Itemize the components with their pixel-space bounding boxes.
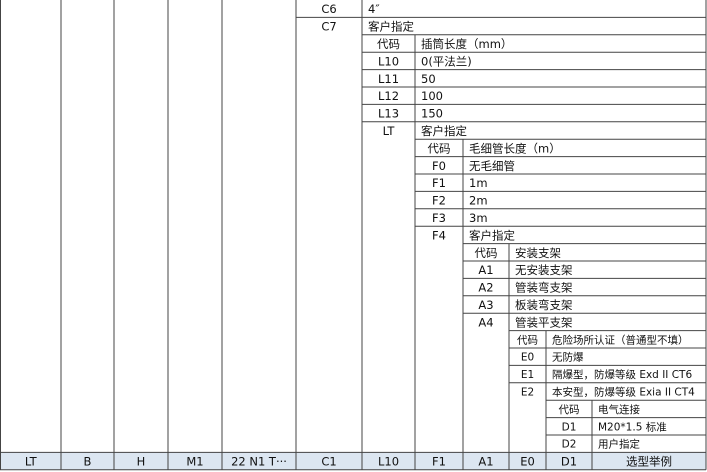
- footer-cell: A1: [478, 455, 493, 469]
- footer-bg: [0, 452, 706, 470]
- desc: 隔爆型，防爆等级 Exd II CT6: [552, 368, 692, 381]
- desc: 无毛细管: [469, 159, 515, 173]
- code: 代码: [559, 404, 580, 416]
- desc: 3m: [469, 211, 488, 225]
- footer-cell: 22 N1 T···: [231, 455, 287, 469]
- code: A2: [478, 281, 493, 295]
- code: F3: [432, 211, 446, 225]
- code: F2: [432, 194, 446, 208]
- code: 代码: [428, 141, 451, 155]
- code: C6: [321, 2, 336, 16]
- desc: 安装支架: [515, 246, 561, 260]
- code: 代码: [377, 37, 400, 51]
- desc: 电气连接: [598, 403, 640, 416]
- desc: 50: [421, 72, 436, 86]
- code: E1: [521, 369, 534, 381]
- footer-cell: M1: [186, 455, 203, 469]
- desc: 无防爆: [552, 351, 584, 364]
- code: 代码: [475, 246, 498, 260]
- desc: 管装平支架: [515, 315, 573, 329]
- code: F4: [432, 228, 446, 242]
- code: F0: [432, 159, 446, 173]
- footer-cell: D1: [561, 455, 577, 469]
- code: L11: [378, 72, 399, 86]
- desc: 毛细管长度（m）: [469, 141, 561, 155]
- footer-cell: LT: [25, 455, 38, 469]
- desc: 无安装支架: [515, 263, 573, 277]
- code: D1: [562, 421, 577, 433]
- code: F1: [432, 176, 446, 190]
- desc: 0(平法兰): [421, 54, 472, 68]
- desc: 客户指定: [421, 124, 467, 138]
- footer-cell: B: [84, 455, 92, 469]
- code: C7: [321, 20, 336, 34]
- desc: 用户指定: [598, 438, 640, 451]
- code: L10: [378, 54, 399, 68]
- code: 代码: [517, 334, 538, 346]
- desc: 板装弯支架: [515, 298, 573, 312]
- code: A4: [478, 315, 493, 329]
- desc: 100: [421, 89, 443, 103]
- desc: 2m: [469, 194, 488, 208]
- footer-cell: C1: [321, 455, 336, 469]
- code: L13: [378, 107, 399, 121]
- code: E0: [521, 352, 534, 364]
- desc: 150: [421, 107, 443, 121]
- desc: 危险场所认证（普通型不填）: [552, 333, 689, 346]
- desc: 本安型，防爆等级 Exia II CT4: [552, 386, 695, 399]
- code: E2: [521, 387, 534, 399]
- footer-cell: F1: [432, 455, 446, 469]
- code: A3: [478, 298, 493, 312]
- code: A1: [478, 263, 493, 277]
- desc: 客户指定: [469, 228, 515, 242]
- code: LT: [383, 124, 396, 138]
- footer-cell: H: [137, 455, 146, 469]
- desc: 1m: [469, 176, 488, 190]
- code: L12: [378, 89, 399, 103]
- desc: M20*1.5 标准: [598, 421, 667, 433]
- desc: 插筒长度（mm）: [421, 37, 512, 51]
- desc: 4″: [368, 2, 380, 16]
- footer-cell: 选型举例: [626, 455, 672, 469]
- code: D2: [562, 439, 577, 451]
- footer-cell: E0: [520, 455, 535, 469]
- desc: 管装弯支架: [515, 281, 573, 295]
- desc: 客户指定: [368, 20, 414, 34]
- footer-cell: L10: [378, 455, 399, 469]
